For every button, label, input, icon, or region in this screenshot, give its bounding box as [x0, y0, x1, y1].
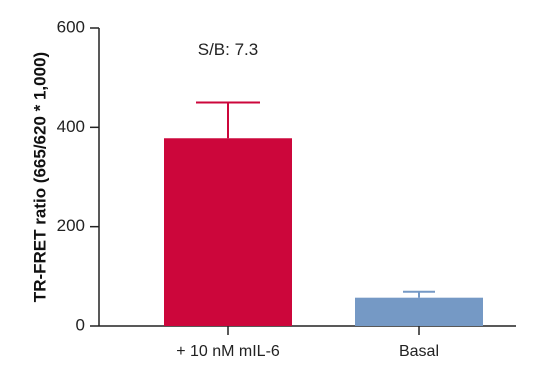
y-tick-label: 600 [57, 17, 85, 36]
annotation-sb-ratio: S/B: 7.3 [198, 40, 258, 59]
y-tick-label: 400 [57, 117, 85, 136]
x-ticks: + 10 nM mIL-6 Basal [176, 326, 439, 360]
x-axis: + 10 nM mIL-6 Basal [99, 325, 516, 360]
y-ticks: 0 200 400 600 [57, 17, 99, 334]
y-axis-label: TR-FRET ratio (665/620 * 1,000) [30, 52, 49, 302]
x-tick-label: Basal [399, 343, 439, 360]
x-tick-label: + 10 nM mIL-6 [176, 343, 280, 360]
bar [355, 297, 483, 326]
y-tick-label: 0 [76, 315, 85, 334]
y-axis: 0 200 400 600 [57, 17, 100, 334]
bar [164, 138, 292, 326]
annotations: S/B: 7.3 [198, 40, 258, 59]
bars [164, 138, 483, 326]
y-tick-label: 200 [57, 216, 85, 235]
error-bars [196, 101, 435, 298]
